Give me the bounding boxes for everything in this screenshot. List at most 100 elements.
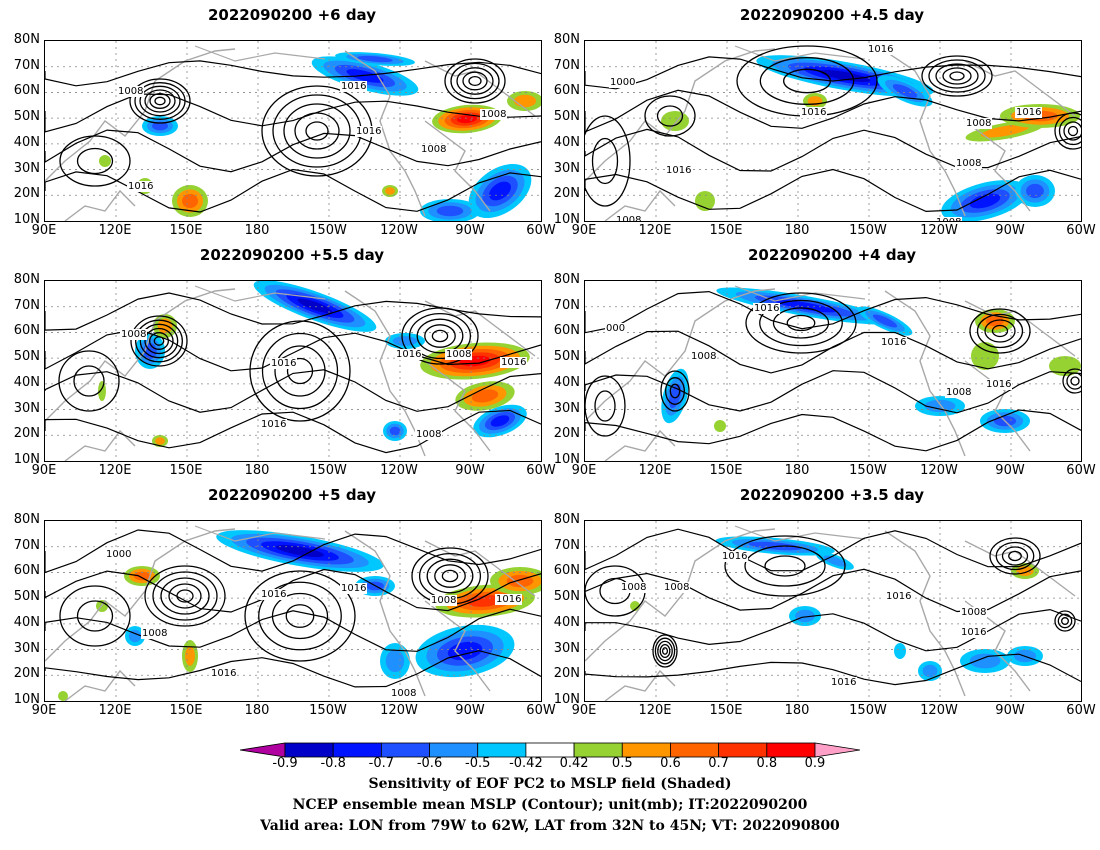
contour-label: 1016 <box>885 591 913 602</box>
contour-label: 1016 <box>395 349 423 360</box>
lon-tick-label: 60W <box>526 223 556 238</box>
lon-tick-label: 90W <box>995 223 1025 238</box>
lon-tick-label: 60W <box>526 463 556 478</box>
caption-line-1: Sensitivity of EOF PC2 to MSLP field (Sh… <box>368 776 732 792</box>
panel-title: 2022090200 +4.5 day <box>739 6 925 24</box>
lat-tick-label: 20N <box>13 426 40 442</box>
lon-tick-label: 120E <box>638 703 672 718</box>
map-svg <box>585 41 1081 221</box>
colorbar-swatch <box>525 742 575 758</box>
lon-tick-label: 150E <box>709 703 743 718</box>
contour-label: 1016 <box>867 44 895 55</box>
contour-label: 1008 <box>390 688 418 699</box>
lon-tick-label: 150E <box>709 463 743 478</box>
contour-label: 1016 <box>260 589 288 600</box>
map-panel: 1008 1016 1016 1008 1016 1016 1008 <box>44 280 542 462</box>
lon-tick-label: 180 <box>784 223 810 238</box>
lat-tick-label: 50N <box>13 589 40 605</box>
contour-label: 1008 <box>945 387 973 398</box>
colorbar-tick-label: -0.6 <box>416 756 443 771</box>
contour-label: 1016 <box>960 627 988 638</box>
lat-tick-label: 50N <box>13 349 40 365</box>
contour-label: 1016 <box>340 81 368 92</box>
panel-title: 2022090200 +4 day <box>748 246 916 264</box>
contour-label: 1008 <box>960 607 988 618</box>
lat-tick-label: 20N <box>13 186 40 202</box>
lat-tick-label: 80N <box>553 32 580 47</box>
lon-tick-label: 150E <box>709 223 743 238</box>
colorbar-swatch <box>380 742 430 758</box>
contour-label: 1008 <box>420 144 448 155</box>
lon-tick-label: 150E <box>169 223 203 238</box>
colorbar-tick-label: 0.42 <box>559 756 589 771</box>
colorbar-tick-label: 0.7 <box>708 756 729 771</box>
map-svg <box>45 281 541 461</box>
panel-title: 2022090200 +3.5 day <box>739 486 925 504</box>
colorbar-graphic <box>240 742 860 758</box>
lat-tick-label: 40N <box>13 614 40 630</box>
contour-label: 1016 <box>127 181 155 192</box>
lat-tick-label: 80N <box>553 512 580 527</box>
map-panel: 1016 1000 1016 1008 1016 1008 1016 1008 1008 <box>584 40 1082 222</box>
lon-tick-label: 60W <box>1066 463 1096 478</box>
lat-tick-label: 10N <box>553 452 580 467</box>
contour-label: 1000 <box>609 77 637 88</box>
contour-label: 1016 <box>665 165 693 176</box>
lon-tick-label: 90W <box>995 463 1025 478</box>
contour-label: 1016 <box>800 107 828 118</box>
colorbar-tick-label: -0.42 <box>509 756 543 771</box>
contour-label: 1008 <box>430 595 458 606</box>
lon-tick-label: 150W <box>309 463 347 478</box>
map-panel: 1016 000 1008 1016 1008 1016 <box>584 280 1082 462</box>
contour-label: 1008 <box>141 628 169 639</box>
lat-tick-label: 40N <box>553 134 580 150</box>
lon-tick-label: 180 <box>244 463 270 478</box>
contour-label: 1008 <box>615 215 643 221</box>
contour-label: 1000 <box>105 549 133 560</box>
lat-tick-label: 80N <box>13 32 40 47</box>
lon-tick-label: 90E <box>31 463 57 478</box>
contour-label: 1016 <box>880 337 908 348</box>
lat-tick-label: 60N <box>13 323 40 339</box>
lat-tick-label: 60N <box>553 563 580 579</box>
contour-label: 1016 <box>270 358 298 369</box>
lat-tick-label: 40N <box>553 374 580 390</box>
lon-tick-label: 120E <box>98 703 132 718</box>
lon-tick-label: 120W <box>920 223 958 238</box>
lat-tick-label: 60N <box>13 83 40 99</box>
contour-label: 1016 <box>260 419 288 430</box>
contour-label: 1008 <box>117 86 145 97</box>
lon-tick-label: 150E <box>169 703 203 718</box>
lon-tick-label: 120E <box>638 223 672 238</box>
contour-label: 1008 <box>120 329 148 340</box>
lon-tick-label: 90W <box>455 703 485 718</box>
lat-tick-label: 30N <box>553 400 580 416</box>
lon-tick-label: 90W <box>455 463 485 478</box>
lat-tick-label: 50N <box>553 109 580 125</box>
lat-tick-label: 80N <box>13 272 40 287</box>
colorbar-tick-label: -0.8 <box>320 756 346 771</box>
colorbar-swatch <box>766 742 816 758</box>
lat-tick-label: 40N <box>13 374 40 390</box>
contour-label: 000 <box>605 323 627 334</box>
lon-tick-label: 180 <box>244 703 270 718</box>
lon-tick-label: 120E <box>98 223 132 238</box>
lon-tick-label: 120W <box>380 223 418 238</box>
lon-tick-label: 120W <box>380 463 418 478</box>
map-svg <box>585 521 1081 701</box>
lat-tick-label: 20N <box>553 666 580 682</box>
contour-label: 1016 <box>355 126 383 137</box>
lat-tick-label: 70N <box>553 57 580 73</box>
panel-title: 2022090200 +5.5 day <box>199 246 385 264</box>
contour-label: 1008 <box>935 217 963 221</box>
caption-line-3: Valid area: LON from 79W to 62W, LAT fro… <box>260 818 840 834</box>
lat-tick-label: 10N <box>13 452 40 467</box>
lat-tick-label: 80N <box>553 272 580 287</box>
colorbar-swatch <box>284 742 334 758</box>
contour-label: 1016 <box>721 551 749 562</box>
colorbar-tick-label: -0.5 <box>465 756 491 771</box>
contour-label: 1016 <box>500 357 528 368</box>
contour-label: 1008 <box>480 109 508 120</box>
lat-tick-label: 10N <box>13 212 40 227</box>
caption-line-2: NCEP ensemble mean MSLP (Contour); unit(… <box>292 797 808 813</box>
